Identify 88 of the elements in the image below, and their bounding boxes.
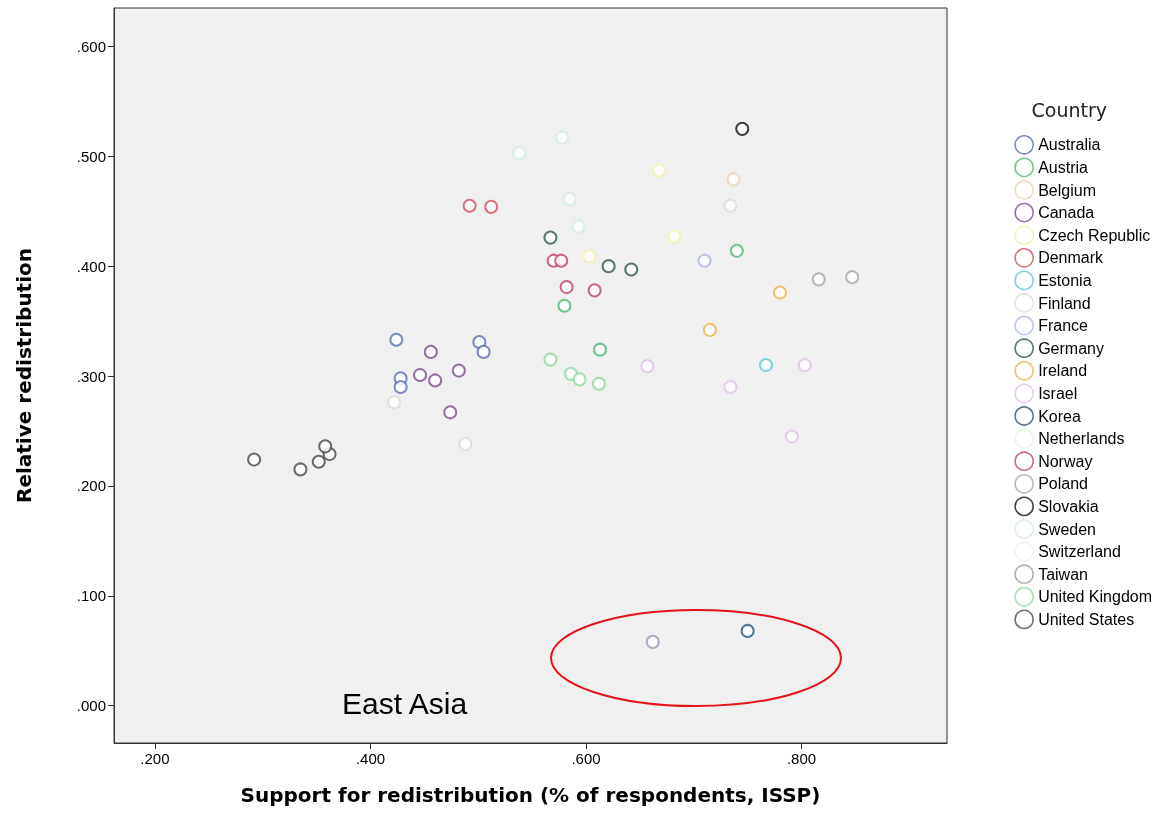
point — [413, 367, 428, 382]
point — [311, 454, 326, 469]
legend-label: Belgium — [1038, 181, 1096, 199]
point — [591, 376, 606, 391]
legend-label: Norway — [1038, 452, 1093, 470]
point — [667, 229, 682, 244]
point — [476, 344, 491, 359]
point — [387, 395, 402, 410]
point — [582, 249, 597, 264]
y-tick-label: .400 — [76, 257, 106, 275]
legend-label: Denmark — [1038, 249, 1105, 267]
point — [726, 172, 741, 187]
legend-label: Netherlands — [1038, 430, 1125, 448]
y-tick-label: .000 — [76, 697, 106, 715]
legend-title: Country — [1031, 98, 1107, 121]
point — [443, 405, 458, 420]
legend-label: United States — [1038, 610, 1135, 628]
point — [557, 298, 572, 313]
point — [702, 322, 717, 337]
point — [247, 452, 262, 467]
point — [624, 262, 639, 277]
point — [428, 373, 443, 388]
legend-label: Poland — [1038, 475, 1088, 493]
point — [652, 163, 667, 178]
legend-label: Czech Republic — [1038, 226, 1151, 244]
point — [318, 439, 333, 454]
y-tick-label: .600 — [76, 37, 106, 55]
x-tick-label: .600 — [571, 750, 601, 767]
legend-label: Sweden — [1038, 520, 1096, 538]
point — [640, 359, 655, 374]
point — [735, 121, 750, 136]
y-axis-title: Relative redistribution — [12, 247, 36, 504]
point — [484, 199, 499, 214]
x-axis-title: Support for redistribution (% of respondents, ISSP) — [240, 783, 821, 807]
x-tick-label: .200 — [140, 750, 170, 767]
legend-label: United Kingdom — [1038, 588, 1152, 606]
legend-label: Estonia — [1038, 271, 1092, 289]
y-tick-label: .200 — [76, 477, 106, 495]
legend-label: Germany — [1038, 339, 1104, 357]
legend-label: Finland — [1038, 294, 1091, 312]
point — [797, 358, 812, 373]
annotation: East Asia — [342, 686, 468, 720]
point — [555, 130, 570, 145]
point — [562, 192, 577, 207]
point — [393, 380, 408, 395]
point — [458, 437, 473, 452]
point — [512, 146, 527, 161]
point — [559, 280, 574, 295]
point — [811, 272, 826, 287]
point — [593, 342, 608, 357]
legend-label: Ireland — [1038, 362, 1088, 380]
point — [845, 270, 860, 285]
point — [758, 358, 773, 373]
point — [723, 380, 738, 395]
legend-label: Austria — [1038, 158, 1089, 176]
legend-label: Canada — [1038, 204, 1095, 222]
point — [423, 344, 438, 359]
point — [554, 253, 569, 268]
point — [571, 219, 586, 234]
x-tick-label: .400 — [355, 750, 386, 767]
point — [572, 372, 587, 387]
point — [772, 285, 787, 300]
point — [740, 623, 755, 638]
point — [543, 230, 558, 245]
point — [697, 253, 712, 268]
point — [784, 429, 799, 444]
point — [587, 283, 602, 298]
point — [601, 259, 616, 274]
legend-label: France — [1038, 317, 1089, 335]
y-tick-label: .100 — [76, 587, 106, 605]
point — [543, 352, 558, 367]
point — [729, 243, 744, 258]
point — [472, 334, 487, 349]
y-tick-label: .500 — [76, 147, 106, 165]
point — [451, 363, 466, 378]
point — [293, 462, 308, 477]
legend-label: Australia — [1038, 136, 1101, 154]
point — [645, 634, 660, 649]
legend-label: Israel — [1038, 384, 1078, 402]
legend-label: Switzerland — [1038, 543, 1121, 561]
y-tick-label: .300 — [76, 367, 106, 385]
point — [723, 198, 738, 213]
x-tick-label: .800 — [786, 750, 817, 767]
point — [389, 332, 404, 347]
legend-label: Taiwan — [1038, 565, 1088, 583]
point — [462, 198, 477, 213]
legend-label: Slovakia — [1038, 497, 1099, 515]
legend-label: Korea — [1038, 407, 1081, 425]
